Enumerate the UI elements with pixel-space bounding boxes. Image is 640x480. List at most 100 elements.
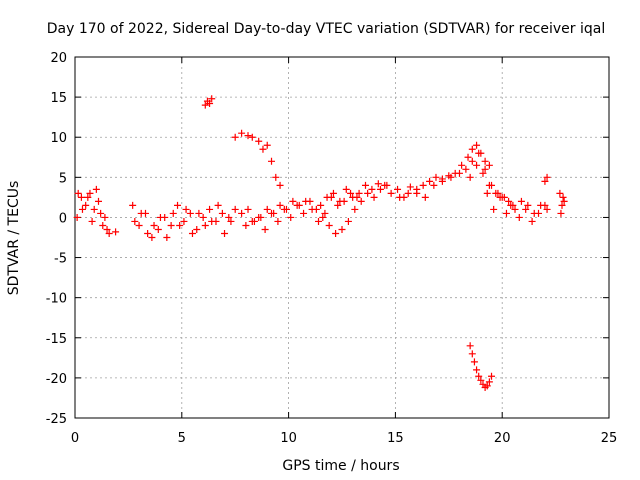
- data-point: [559, 193, 567, 201]
- data-point: [387, 189, 395, 197]
- data-point: [468, 157, 476, 165]
- data-point: [186, 209, 194, 217]
- data-point: [368, 185, 376, 193]
- data-point: [90, 205, 98, 213]
- data-point: [557, 209, 565, 217]
- data-point: [473, 366, 481, 374]
- data-point: [74, 189, 82, 197]
- data-point: [221, 229, 229, 237]
- data-point: [193, 225, 201, 233]
- data-point: [509, 201, 517, 209]
- data-point: [325, 221, 333, 229]
- data-point: [447, 173, 455, 181]
- data-point: [355, 189, 363, 197]
- data-point: [199, 213, 207, 221]
- data-point: [174, 201, 182, 209]
- data-point: [342, 185, 350, 193]
- data-point: [517, 197, 525, 205]
- data-point: [231, 133, 239, 141]
- data-point: [169, 209, 177, 217]
- data-point: [195, 209, 203, 217]
- data-point: [280, 205, 288, 213]
- data-point: [201, 221, 209, 229]
- y-tick-label: -5: [54, 252, 67, 267]
- data-point: [244, 205, 252, 213]
- data-point: [163, 234, 171, 241]
- data-point: [82, 201, 90, 209]
- data-point: [92, 185, 100, 193]
- data-point: [77, 193, 85, 201]
- y-tick-label: 10: [50, 131, 67, 146]
- data-point: [84, 193, 92, 201]
- data-point: [88, 217, 96, 225]
- data-point: [349, 193, 357, 201]
- data-point: [255, 213, 263, 221]
- data-point: [208, 217, 216, 225]
- x-tick-label: 0: [71, 431, 79, 446]
- data-point: [376, 185, 384, 193]
- y-tick-label: -20: [46, 372, 67, 387]
- data-point: [477, 376, 485, 384]
- data-point: [135, 221, 143, 229]
- data-point: [206, 205, 214, 213]
- data-point: [483, 189, 491, 197]
- y-tick-label: 15: [50, 91, 67, 106]
- data-point: [289, 197, 297, 205]
- data-point: [248, 133, 256, 141]
- data-point: [148, 234, 156, 241]
- data-point: [255, 137, 263, 145]
- data-point: [468, 145, 476, 153]
- data-point: [473, 141, 481, 149]
- data-point: [490, 205, 498, 213]
- data-point: [315, 217, 323, 225]
- data-point: [312, 205, 320, 213]
- data-point: [144, 229, 152, 237]
- data-point: [406, 183, 414, 191]
- data-point: [268, 209, 276, 217]
- y-tick-label: -10: [46, 292, 67, 307]
- data-point: [78, 205, 86, 213]
- x-tick-label: 15: [387, 431, 404, 446]
- data-point: [475, 149, 483, 157]
- data-point: [319, 213, 327, 221]
- data-point: [535, 209, 543, 217]
- data-point: [426, 177, 434, 185]
- data-point: [323, 193, 331, 201]
- data-point: [370, 193, 378, 201]
- data-point: [242, 221, 250, 229]
- data-point: [543, 173, 551, 181]
- x-tick-label: 10: [280, 431, 297, 446]
- data-point: [466, 342, 474, 350]
- data-point: [485, 181, 493, 189]
- x-axis-label: GPS time / hours: [282, 458, 399, 474]
- data-point: [468, 350, 476, 358]
- data-point: [361, 181, 369, 189]
- data-point: [272, 173, 280, 181]
- data-point: [154, 225, 162, 233]
- data-point: [344, 217, 352, 225]
- data-point: [137, 209, 145, 217]
- data-point: [94, 197, 102, 205]
- y-axis-label: SDTVAR / TECUs: [6, 181, 22, 296]
- data-point: [455, 169, 463, 177]
- data-point: [479, 169, 487, 177]
- data-point: [188, 229, 196, 237]
- data-point: [473, 161, 481, 169]
- data-point: [263, 141, 271, 149]
- data-point: [381, 181, 389, 189]
- data-point: [502, 209, 510, 217]
- data-point: [496, 193, 504, 201]
- data-point: [73, 213, 81, 221]
- data-point: [558, 201, 566, 209]
- data-point: [300, 209, 308, 217]
- data-point: [481, 165, 489, 173]
- data-point: [505, 197, 513, 205]
- data-point: [268, 157, 276, 165]
- data-point: [306, 197, 314, 205]
- data-point: [103, 225, 111, 233]
- data-point: [231, 205, 239, 213]
- y-tick-label: 20: [50, 51, 67, 66]
- data-point: [244, 132, 252, 140]
- data-point: [332, 229, 340, 237]
